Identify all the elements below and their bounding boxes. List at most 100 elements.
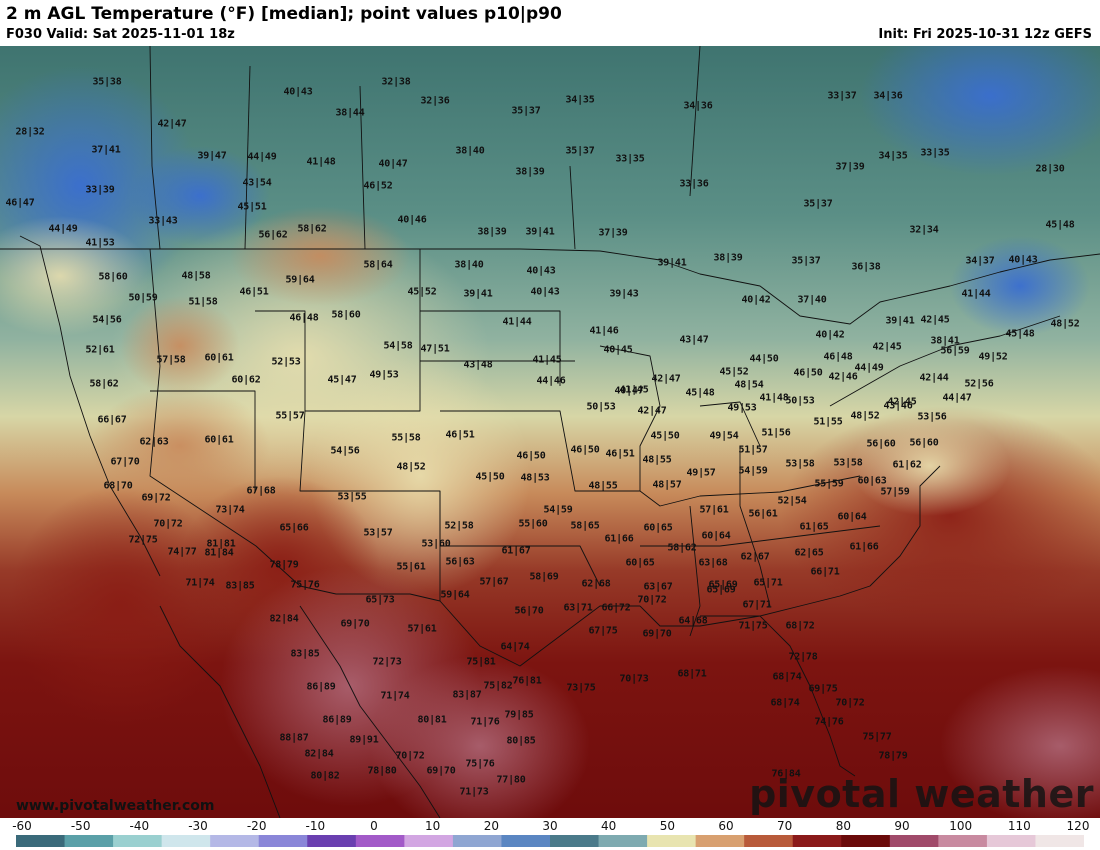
point-value: 44|49 [48,223,78,235]
point-value: 79|85 [504,709,534,721]
point-value: 65|71 [753,577,783,589]
point-value: 41|53 [85,237,115,249]
point-value: 50|59 [128,292,158,304]
point-value: 45|48 [685,387,715,399]
point-value: 60|63 [857,475,887,487]
point-value: 39|47 [197,150,227,162]
point-value: 33|39 [85,184,115,196]
point-value: 33|35 [615,153,645,165]
point-value: 62|68 [581,578,611,590]
point-value: 59|64 [440,589,470,601]
scale-tick-label: 100 [949,819,973,833]
scale-color-cell [792,835,842,847]
point-value: 45|50 [650,430,680,442]
point-value: 57|61 [407,623,437,635]
point-value: 51|55 [813,416,843,428]
point-value: 58|62 [297,223,327,235]
point-value: 54|58 [383,340,413,352]
point-value: 65|69 [706,584,736,596]
point-value: 35|37 [803,198,833,210]
website-label[interactable]: www.pivotalweather.com [16,798,215,814]
point-value: 40|47 [614,385,644,397]
point-value: 53|55 [337,491,367,503]
point-value: 53|58 [833,457,863,469]
point-value: 60|64 [701,530,731,542]
point-value: 42|47 [651,373,681,385]
point-value: 37|39 [598,227,628,239]
point-value: 82|84 [304,748,334,760]
point-value: 55|59 [814,478,844,490]
point-value: 42|45 [920,314,950,326]
point-value: 68|70 [103,480,133,492]
map-header: 2 m AGL Temperature (°F) [median]; point… [0,0,1100,46]
point-value: 55|58 [391,432,421,444]
point-value: 48|58 [181,270,211,282]
point-value: 56|61 [748,508,778,520]
scale-color-cell [986,835,1037,847]
point-value: 38|39 [515,166,545,178]
point-value: 57|58 [156,354,186,366]
point-value: 50|53 [586,401,616,413]
point-value: 53|56 [917,411,947,423]
point-value: 37|40 [797,294,827,306]
scale-color-cell [113,835,163,847]
point-value: 43|47 [679,334,709,346]
point-value: 72|78 [788,651,818,663]
point-value: 44|49 [854,362,884,374]
point-value: 68|74 [772,671,802,683]
point-value: 38|39 [713,252,743,264]
point-value: 58|65 [570,520,600,532]
point-value: 58|64 [363,259,393,271]
scale-tick-label: -50 [70,819,91,833]
point-value: 58|62 [89,378,119,390]
point-value: 52|53 [271,356,301,368]
point-value: 42|44 [919,372,949,384]
point-value: 71|74 [380,690,410,702]
point-value: 56|63 [445,556,475,568]
point-value: 66|67 [97,414,127,426]
point-value: 41|48 [306,156,336,168]
point-value: 34|36 [683,100,713,112]
scale-tick-label: -20 [246,819,267,833]
point-value: 46|51 [605,448,635,460]
scale-tick-label: 120 [1066,819,1090,833]
point-value: 49|54 [709,430,739,442]
point-value: 75|76 [290,579,320,591]
point-value: 54|59 [543,504,573,516]
point-value: 76|81 [512,675,542,687]
point-value: 58|62 [667,542,697,554]
point-value: 80|81 [417,714,447,726]
point-value: 39|41 [885,315,915,327]
point-value: 28|32 [15,126,45,138]
scale-color-cell [355,835,405,847]
scale-color-cell [404,835,454,847]
point-value: 46|50 [793,367,823,379]
point-value: 38|40 [455,145,485,157]
point-value: 42|47 [637,405,667,417]
point-value: 71|76 [470,716,500,728]
point-value: 40|47 [378,158,408,170]
point-value: 43|48 [463,359,493,371]
point-value: 58|60 [331,309,361,321]
point-value: 34|35 [565,94,595,106]
point-value: 46|51 [239,286,269,298]
point-value: 53|57 [363,527,393,539]
point-value: 52|56 [964,378,994,390]
point-value: 54|56 [92,314,122,326]
point-value: 80|85 [506,735,536,747]
scale-tick-label: 10 [425,819,441,833]
point-value: 45|51 [237,201,267,213]
point-value: 69|70 [642,628,672,640]
point-value: 86|89 [306,681,336,693]
point-value: 46|47 [5,197,35,209]
scale-tick-label: -10 [305,819,326,833]
scale-tick-label: 80 [835,819,851,833]
point-value: 49|57 [686,467,716,479]
point-value: 73|75 [566,682,596,694]
point-value: 42|45 [887,396,917,408]
point-value: 71|75 [738,620,768,632]
point-value: 75|81 [466,656,496,668]
point-value: 45|52 [719,366,749,378]
point-value: 60|61 [204,352,234,364]
point-value: 48|55 [588,480,618,492]
